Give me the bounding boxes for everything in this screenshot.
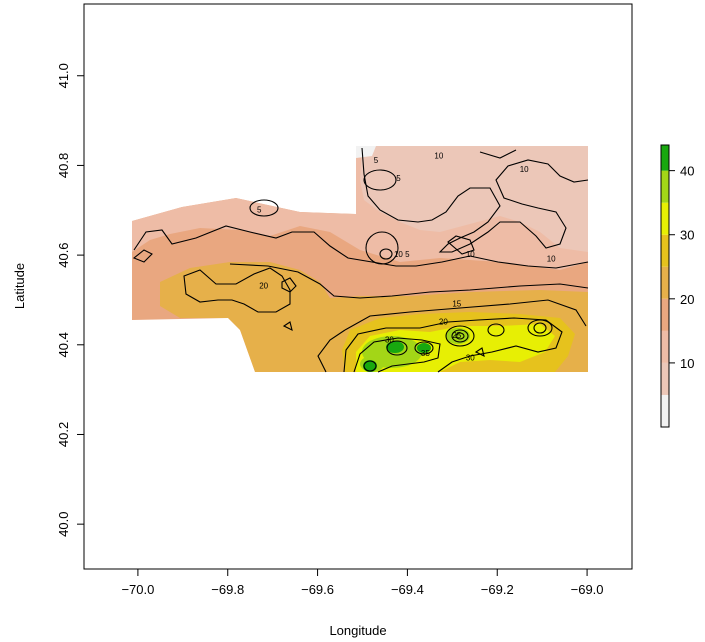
x-tick-label: −69.2	[481, 582, 514, 597]
colorbar-tick-label: 10	[680, 356, 694, 371]
contour-label: 35	[421, 349, 430, 358]
contour-label: 5	[374, 156, 379, 165]
contour-line-35	[533, 322, 547, 334]
colorbar-band	[661, 202, 669, 235]
contour-label: 20	[439, 317, 448, 326]
y-axis-title: Latitude	[12, 263, 27, 309]
contour-line-5	[249, 199, 279, 217]
contour-label: 20	[259, 282, 268, 291]
contour-line-5	[379, 248, 393, 260]
contour-label: 30	[385, 335, 394, 344]
contour-line-35	[414, 341, 434, 355]
x-tick-label: −69.0	[571, 582, 604, 597]
contour-line-30	[445, 325, 475, 347]
x-tick-label: −70.0	[121, 582, 154, 597]
y-tick-label: 41.0	[56, 63, 71, 88]
field-band-5-10	[360, 146, 588, 252]
x-tick-label: −69.4	[391, 582, 424, 597]
contour-line-20	[281, 277, 297, 293]
contour-line-10	[361, 147, 589, 253]
contour-label: 15	[452, 300, 461, 309]
colorbar-band	[661, 234, 669, 267]
contour-label: 25	[452, 331, 461, 340]
colorbar-tick-label: 30	[680, 228, 694, 243]
contour-line-30	[487, 323, 505, 337]
y-tick-label: 40.4	[56, 332, 71, 357]
contour-line-5	[363, 169, 397, 191]
field-band-40-plus	[363, 360, 377, 372]
contour-lines	[132, 147, 589, 373]
contour-line-20	[344, 299, 587, 331]
colorbar-legend: 10 20 30 40	[660, 144, 694, 428]
field-band-40-plus	[417, 343, 431, 353]
contour-label: 10	[466, 250, 475, 259]
colorbar-band	[661, 170, 669, 203]
contour-line-10	[447, 235, 475, 255]
y-tick-label: 40.6	[56, 242, 71, 267]
colorbar-frame	[660, 144, 670, 428]
contour-label: 10	[547, 255, 556, 264]
contour-label: 10	[434, 152, 443, 161]
contour-label: 5	[257, 205, 262, 214]
contour-line-25	[343, 317, 563, 373]
contour-label: 30	[466, 353, 475, 362]
contour-line-35	[363, 360, 377, 372]
field-band-40-plus	[386, 341, 404, 353]
contour-line-15	[132, 249, 153, 263]
plot-frame	[83, 3, 633, 570]
contour-line-30	[474, 347, 485, 358]
contour-line-35	[386, 340, 408, 356]
heatmap-field	[132, 146, 588, 372]
colorbar-band	[661, 298, 669, 331]
y-tick-label: 40.0	[56, 512, 71, 537]
field-band-0-5	[356, 146, 376, 158]
y-tick-label: 40.8	[56, 153, 71, 178]
contour-line-30	[527, 319, 553, 337]
contour-label: 5	[405, 250, 410, 259]
contour-label: 10	[394, 250, 403, 259]
colorbar-band	[661, 362, 669, 395]
colorbar-tick-label: 20	[680, 292, 694, 307]
contour-line-15	[133, 225, 589, 269]
y-tick-label: 40.2	[56, 422, 71, 447]
x-axis-title: Longitude	[329, 623, 386, 638]
contour-line-15	[229, 263, 589, 299]
colorbar-band	[661, 394, 669, 427]
y-axis: 40.0 40.2 40.4 40.6 40.8 41.0	[56, 63, 84, 537]
colorbar-band	[661, 266, 669, 299]
contour-line-20	[282, 321, 293, 332]
contour-label: 5	[396, 174, 401, 183]
x-tick-label: −69.8	[211, 582, 244, 597]
x-axis: −70.0 −69.8 −69.6 −69.4 −69.2 −69.0	[121, 569, 604, 597]
contour-label: 10	[520, 165, 529, 174]
contour-line-35	[451, 329, 469, 343]
contour-line-20	[317, 329, 346, 373]
contour-line-20	[183, 267, 291, 313]
colorbar-band	[661, 330, 669, 363]
contour-line-40	[455, 332, 465, 340]
colorbar-tick-label: 40	[680, 164, 694, 179]
contour-line-30	[353, 337, 441, 373]
contour-line-10	[479, 149, 517, 159]
x-tick-label: −69.6	[301, 582, 334, 597]
colorbar-band	[661, 145, 669, 171]
field-band-35-40	[446, 328, 470, 344]
